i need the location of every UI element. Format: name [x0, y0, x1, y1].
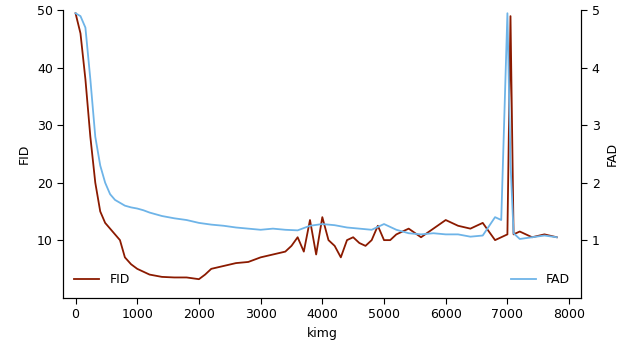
Legend: FID: FID: [70, 268, 135, 291]
FID: [72, 11, 80, 15]
FID: [553, 235, 561, 239]
FID: [349, 235, 357, 239]
FID: [195, 277, 203, 281]
Line: FAD: FAD: [76, 13, 557, 239]
FAD: [540, 234, 548, 238]
FID: [232, 261, 240, 265]
FAD: [516, 237, 523, 241]
Y-axis label: FID: FID: [18, 144, 31, 164]
FID: [497, 235, 505, 239]
FID: [146, 273, 154, 277]
Legend: FAD: FAD: [506, 268, 575, 291]
Line: FID: FID: [76, 13, 557, 279]
X-axis label: kimg: kimg: [307, 327, 337, 339]
FAD: [171, 216, 178, 220]
FAD: [380, 222, 388, 226]
FAD: [417, 232, 425, 236]
FID: [325, 238, 332, 242]
FAD: [158, 214, 166, 218]
FAD: [553, 235, 561, 239]
FID: [133, 267, 141, 271]
FAD: [72, 11, 80, 15]
Y-axis label: FAD: FAD: [605, 142, 619, 166]
FAD: [127, 205, 135, 209]
